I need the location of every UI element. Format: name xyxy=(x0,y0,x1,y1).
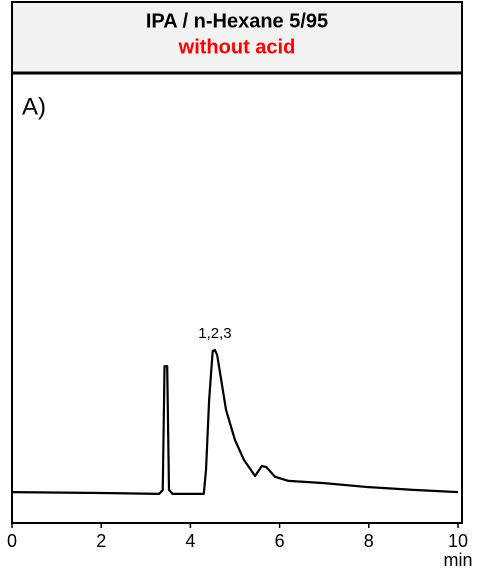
peak-annotation: 1,2,3 xyxy=(198,325,231,342)
chart-subtitle: without acid xyxy=(178,36,296,58)
panel-label: A) xyxy=(22,93,46,120)
trace-line xyxy=(11,348,459,495)
chart-title: IPA / n-Hexane 5/95 xyxy=(146,10,328,32)
x-tick-label: 8 xyxy=(364,531,374,551)
x-axis-label: min xyxy=(443,550,472,570)
x-tick-label: 4 xyxy=(185,531,195,551)
plot-frame xyxy=(11,72,463,524)
x-tick-label: 6 xyxy=(275,531,285,551)
header-box xyxy=(11,1,463,74)
x-tick-label: 0 xyxy=(7,531,17,551)
x-tick-label: 10 xyxy=(448,531,468,551)
x-tick-label: 2 xyxy=(96,531,106,551)
